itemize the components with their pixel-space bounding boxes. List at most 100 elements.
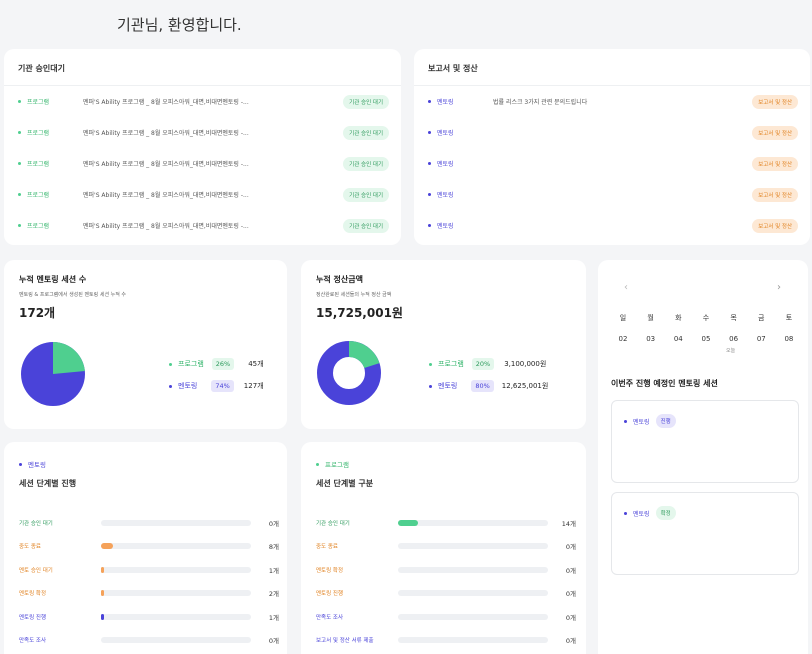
status-badge: 기관 승인 대기 [343, 218, 389, 233]
stage-track [398, 637, 548, 643]
list-item[interactable]: 프로그램 멘퍼'S Ability 프로그램 _ 8월 오피스아워_대면,비대면멘… [4, 86, 401, 117]
legend-name: 멘토링 [178, 382, 198, 390]
sessions-stat-card: 누적 멘토링 세션 수 멘토링 & 프로그램에서 생성된 멘토링 세션 누적 수… [4, 260, 287, 429]
stage-fill-bar [101, 543, 113, 550]
stage-track [101, 590, 251, 597]
list-item-dot [428, 224, 431, 227]
calendar-next-button[interactable]: › [777, 282, 781, 293]
calendar-weekday: 금 [758, 314, 765, 322]
list-item-category: 프로그램 [27, 161, 50, 168]
calendar-day[interactable]: 07 [756, 335, 766, 343]
list-item[interactable]: 프로그램 멘퍼'S Ability 프로그램 _ 8월 오피스아워_대면,비대면멘… [4, 179, 401, 210]
stage-fill-bar [101, 590, 104, 597]
stage-label: 멘토 승인 대기 [19, 567, 53, 574]
list-item[interactable]: 멘토링 보고서 및 정산 [414, 148, 810, 179]
stage-row: 멘토 승인 대기 1개 [19, 565, 279, 575]
legend-dot-program [429, 362, 432, 366]
calendar-days: 02 03 04 05 06 07 08 [612, 335, 800, 343]
stage-row: 기관 승인 대기 0개 [19, 518, 279, 528]
list-item-category: 멘토링 [437, 99, 454, 106]
list-item[interactable]: 멘토링 보고서 및 정산 [414, 210, 810, 241]
stage-label: 기관 승인 대기 [316, 521, 350, 527]
stage-label: 보고서 및 정산 서류 제출 [316, 638, 374, 644]
stage-track [398, 566, 548, 573]
list-item[interactable]: 프로그램 멘퍼'S Ability 프로그램 _ 8월 오피스아워_대면,비대면멘… [4, 148, 401, 179]
stage-label: 멘토링 확정 [19, 591, 47, 598]
list-item-dot [18, 131, 21, 134]
calendar-day[interactable]: 02 [618, 335, 628, 343]
week-session-card[interactable]: 멘토링 확정 [611, 492, 799, 575]
stage-count: 1개 [268, 566, 279, 575]
pie-slice-program [53, 342, 85, 374]
session-dot [624, 419, 627, 423]
calendar-day[interactable]: 08 [784, 335, 794, 343]
stage-track [101, 637, 251, 643]
calendar-weekday: 화 [675, 314, 682, 322]
stage-track [398, 520, 548, 526]
list-item-dot [18, 100, 21, 103]
stage-fill-bar [398, 520, 418, 526]
list-item-title: 멘퍼'S Ability 프로그램 _ 8월 오피스아워_대면,비대면멘토링 -… [83, 192, 249, 199]
greeting: 기관님, 환영합니다. [117, 16, 242, 34]
legend-dot-mentoring [169, 384, 172, 388]
status-badge: 보고서 및 정산 [752, 94, 798, 109]
list-item[interactable]: 멘토링 보고서 및 정산 [414, 117, 810, 148]
session-status-tag: 확정 [655, 506, 676, 520]
session-category: 멘토링 [633, 418, 650, 426]
stage-row: 만족도 조사 0개 [316, 612, 576, 622]
donut-slice-program [348, 341, 380, 369]
list-item-dot [428, 100, 431, 103]
reports-title: 보고서 및 정산 [428, 64, 478, 73]
stage-fill-bar [101, 613, 104, 620]
session-dot [624, 511, 627, 515]
settlement-legend-mentoring: 멘토링 80% 12,625,001원 [429, 380, 548, 392]
week-session-card[interactable]: 멘토링 진행 [611, 400, 799, 483]
legend-name: 멘토링 [438, 382, 458, 390]
settlement-stat-subtitle: 정산완료된 세션들의 누적 정산 금액 [316, 292, 392, 298]
stage-count: 0개 [565, 566, 576, 575]
calendar-prev-button[interactable]: ‹ [624, 282, 628, 293]
legend-pct: 20% [471, 358, 495, 370]
sessions-stat-subtitle: 멘토링 & 프로그램에서 생성된 멘토링 세션 누적 수 [19, 292, 127, 298]
list-item[interactable]: 프로그램 멘퍼'S Ability 프로그램 _ 8월 오피스아워_대면,비대면멘… [4, 210, 401, 241]
sessions-legend-program: 프로그램 26% 45개 [169, 358, 264, 370]
status-badge: 보고서 및 정산 [752, 218, 798, 233]
list-item-category: 멘토링 [437, 161, 454, 168]
calendar-day[interactable]: 05 [701, 335, 711, 343]
list-item[interactable]: 멘토링 법률 리스크 3가지 관련 문의드립니다 보고서 및 정산 [414, 86, 810, 117]
list-item[interactable]: 멘토링 보고서 및 정산 [414, 179, 810, 210]
stage-row: 만족도 조사 0개 [19, 635, 279, 645]
calendar-day[interactable]: 04 [673, 335, 683, 343]
stage-track [101, 520, 251, 526]
stage-track [398, 613, 548, 620]
status-badge: 기관 승인 대기 [343, 187, 389, 202]
stage-count: 0개 [565, 543, 576, 552]
stage-row: 멘토링 진행 0개 [316, 588, 576, 598]
list-item-category: 멘토링 [437, 223, 454, 230]
stage-row: 보고서 및 정산 서류 제출 0개 [316, 635, 576, 645]
calendar-day[interactable]: 06 [729, 335, 739, 343]
sessions-legend-mentoring: 멘토링 74% 127개 [169, 380, 264, 392]
stage-row: 중도 종료 0개 [316, 541, 576, 551]
stage-category-category: 프로그램 [325, 461, 349, 469]
list-item[interactable]: 프로그램 멘퍼'S Ability 프로그램 _ 8월 오피스아워_대면,비대면멘… [4, 117, 401, 148]
settlement-stat-card: 누적 정산금액 정산완료된 세션들의 누적 정산 금액 15,725,001원 … [301, 260, 586, 429]
legend-value: 12,625,001원 [501, 382, 549, 390]
legend-value: 45개 [248, 360, 264, 368]
status-badge: 보고서 및 정산 [752, 125, 798, 140]
list-item-dot [428, 162, 431, 165]
stage-count: 0개 [565, 637, 576, 645]
list-item-dot [428, 131, 431, 134]
stage-count: 1개 [268, 613, 279, 622]
list-item-title: 멘퍼'S Ability 프로그램 _ 8월 오피스아워_대면,비대면멘토링 -… [83, 161, 249, 168]
calendar-day[interactable]: 03 [646, 335, 656, 343]
list-item-dot [18, 162, 21, 165]
status-badge: 기관 승인 대기 [343, 125, 389, 140]
stage-label: 멘토링 진행 [316, 591, 344, 598]
list-item-category: 프로그램 [27, 99, 50, 106]
stage-count: 0개 [565, 613, 576, 622]
stage-count: 8개 [268, 543, 279, 552]
list-item-category: 멘토링 [437, 130, 454, 137]
stage-label: 중도 종료 [19, 544, 41, 551]
